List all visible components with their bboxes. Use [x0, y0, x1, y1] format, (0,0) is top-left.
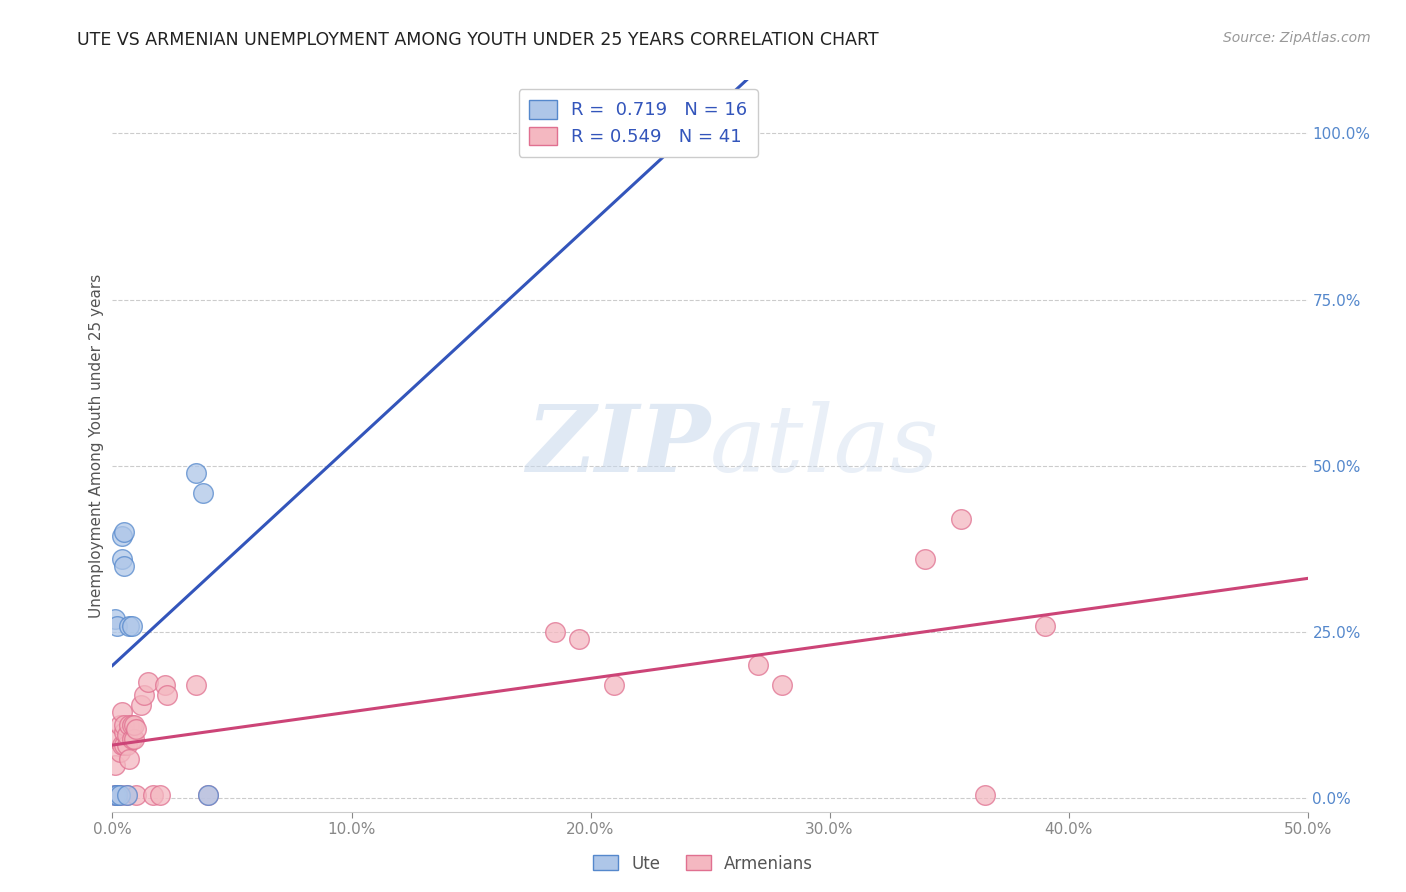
Point: [111, 552, 134, 566]
Point: [156, 689, 179, 703]
Point: [108, 745, 131, 759]
Point: [125, 722, 148, 736]
Point: [105, 788, 128, 802]
Point: [108, 718, 131, 732]
Point: [129, 698, 152, 713]
Text: UTE VS ARMENIAN UNEMPLOYMENT AMONG YOUTH UNDER 25 YEARS CORRELATION CHART: UTE VS ARMENIAN UNEMPLOYMENT AMONG YOUTH…: [77, 31, 879, 49]
Point: [108, 788, 131, 802]
Point: [974, 788, 997, 802]
Point: [122, 718, 145, 732]
Point: [747, 658, 769, 673]
Point: [603, 678, 626, 692]
Point: [138, 675, 160, 690]
Point: [149, 788, 172, 802]
Text: Source: ZipAtlas.com: Source: ZipAtlas.com: [1223, 31, 1371, 45]
Point: [115, 738, 138, 752]
Point: [568, 632, 591, 646]
Point: [125, 788, 148, 802]
Point: [142, 788, 165, 802]
Point: [118, 618, 141, 632]
Point: [104, 758, 127, 772]
Point: [118, 751, 141, 765]
Point: [115, 788, 138, 802]
Point: [121, 731, 143, 746]
Point: [186, 466, 208, 480]
Legend: Ute, Armenians: Ute, Armenians: [586, 848, 820, 880]
Point: [105, 731, 128, 746]
Point: [118, 718, 141, 732]
Point: [122, 731, 145, 746]
Point: [114, 738, 135, 752]
Point: [111, 529, 134, 543]
Point: [114, 558, 135, 573]
Point: [950, 512, 973, 526]
Point: [197, 788, 219, 802]
Point: [105, 788, 128, 802]
Legend: R =  0.719   N = 16, R = 0.549   N = 41: R = 0.719 N = 16, R = 0.549 N = 41: [519, 89, 758, 157]
Point: [186, 678, 208, 692]
Point: [108, 788, 131, 802]
Point: [132, 689, 155, 703]
Y-axis label: Unemployment Among Youth under 25 years: Unemployment Among Youth under 25 years: [89, 274, 104, 618]
Point: [543, 625, 565, 640]
Point: [104, 788, 127, 802]
Point: [104, 612, 127, 626]
Point: [197, 788, 219, 802]
Text: atlas: atlas: [710, 401, 939, 491]
Point: [675, 127, 697, 141]
Point: [114, 525, 135, 540]
Point: [114, 725, 135, 739]
Point: [1033, 618, 1056, 632]
Point: [111, 705, 134, 719]
Point: [114, 718, 135, 732]
Point: [115, 728, 138, 742]
Point: [105, 618, 128, 632]
Point: [153, 678, 176, 692]
Point: [111, 738, 134, 752]
Point: [115, 788, 138, 802]
Point: [121, 718, 143, 732]
Point: [770, 678, 793, 692]
Point: [914, 552, 936, 566]
Point: [121, 618, 143, 632]
Text: ZIP: ZIP: [526, 401, 710, 491]
Point: [104, 788, 127, 802]
Point: [193, 485, 215, 500]
